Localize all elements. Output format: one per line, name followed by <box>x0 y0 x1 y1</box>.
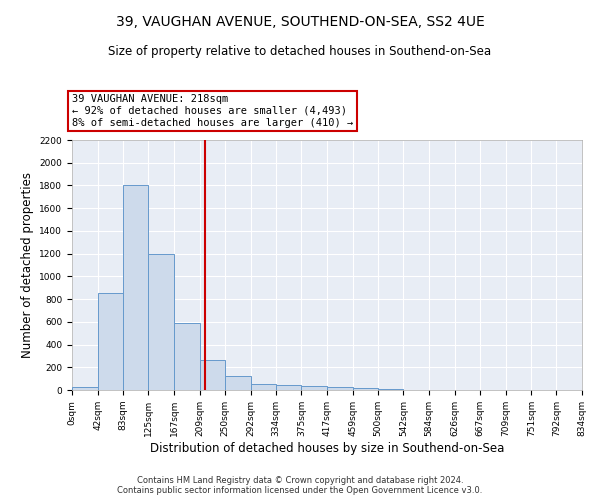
Bar <box>200 360 225 390</box>
Bar <box>301 386 327 390</box>
Text: Contains HM Land Registry data © Crown copyright and database right 2024.
Contai: Contains HM Land Registry data © Crown c… <box>118 476 482 495</box>
Bar <box>276 385 301 390</box>
Bar <box>174 323 200 390</box>
Bar <box>327 387 353 390</box>
Bar <box>123 186 148 390</box>
X-axis label: Distribution of detached houses by size in Southend-on-Sea: Distribution of detached houses by size … <box>150 442 504 454</box>
Bar <box>225 376 251 390</box>
Bar <box>353 388 378 390</box>
Text: 39 VAUGHAN AVENUE: 218sqm
← 92% of detached houses are smaller (4,493)
8% of sem: 39 VAUGHAN AVENUE: 218sqm ← 92% of detac… <box>72 94 353 128</box>
Bar <box>251 384 276 390</box>
Text: Size of property relative to detached houses in Southend-on-Sea: Size of property relative to detached ho… <box>109 45 491 58</box>
Bar <box>98 294 123 390</box>
Y-axis label: Number of detached properties: Number of detached properties <box>21 172 34 358</box>
Text: 39, VAUGHAN AVENUE, SOUTHEND-ON-SEA, SS2 4UE: 39, VAUGHAN AVENUE, SOUTHEND-ON-SEA, SS2… <box>116 15 484 29</box>
Bar <box>72 387 98 390</box>
Bar <box>148 254 174 390</box>
